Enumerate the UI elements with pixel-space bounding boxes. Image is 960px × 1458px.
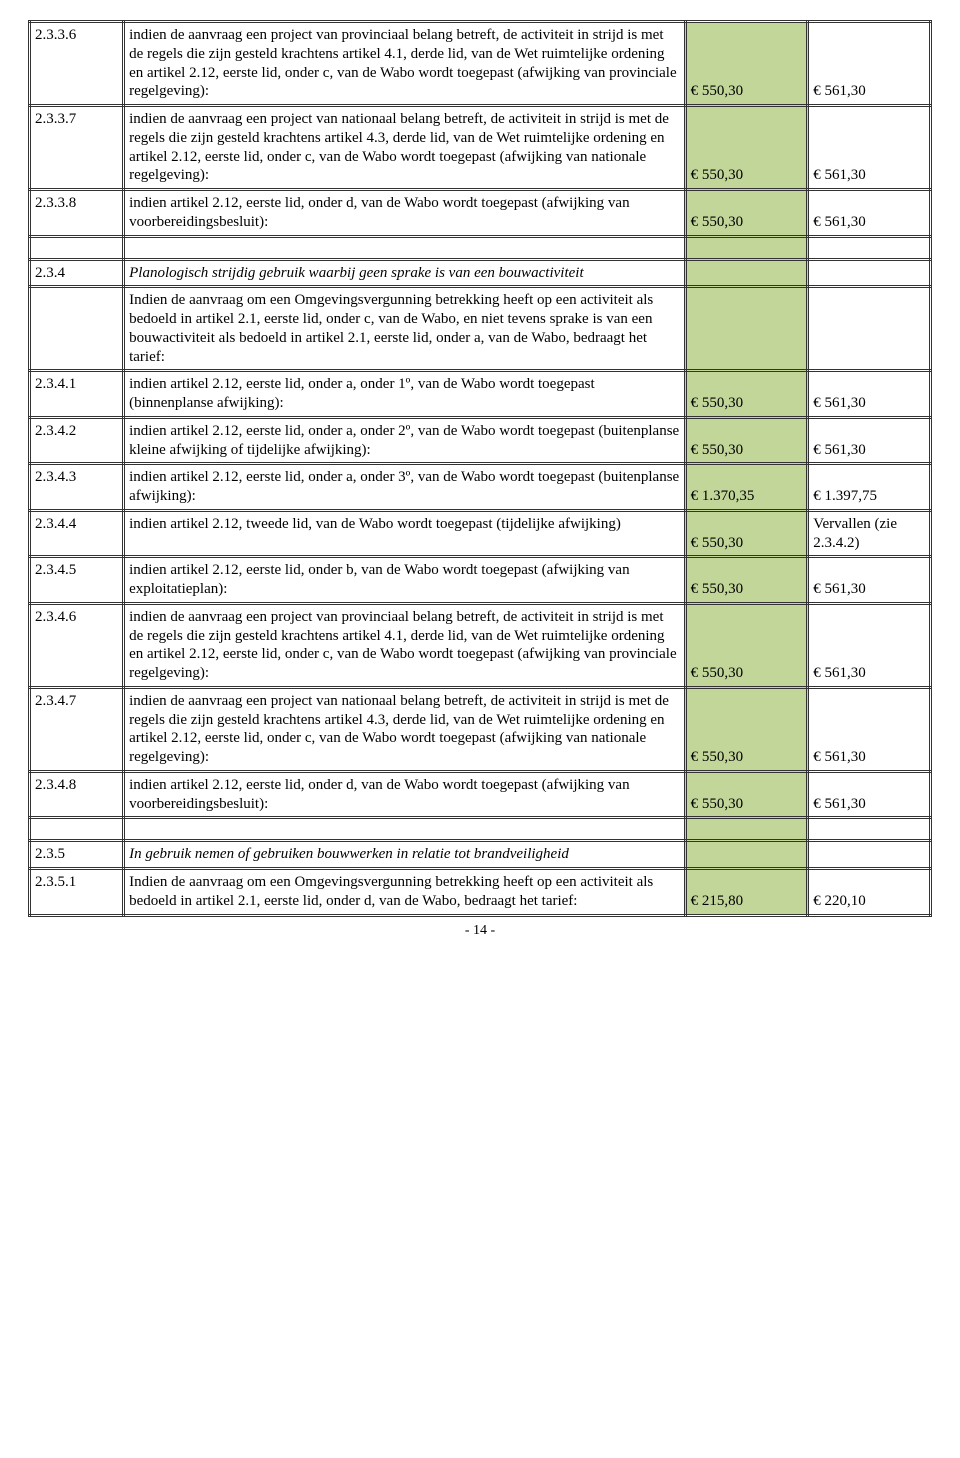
row-value-b: € 561,30 <box>808 371 931 418</box>
row-description: indien artikel 2.12, eerste lid, onder a… <box>124 371 686 418</box>
row-value-a: € 550,30 <box>685 557 808 604</box>
row-value-a: € 550,30 <box>685 106 808 190</box>
row-description: indien artikel 2.12, eerste lid, onder d… <box>124 771 686 818</box>
row-description: Planologisch strijdig gebruik waarbij ge… <box>124 259 686 287</box>
spacer-cell <box>30 818 124 841</box>
row-description: indien artikel 2.12, eerste lid, onder a… <box>124 464 686 511</box>
row-number: 2.3.4.6 <box>30 603 124 687</box>
row-value-a: € 1.370,35 <box>685 464 808 511</box>
row-number: 2.3.4 <box>30 259 124 287</box>
spacer-cell <box>124 236 686 259</box>
spacer-cell <box>124 818 686 841</box>
row-value-b <box>808 841 931 869</box>
row-number: 2.3.4.7 <box>30 687 124 771</box>
row-value-a: € 550,30 <box>685 417 808 464</box>
row-description: indien de aanvraag een project van provi… <box>124 603 686 687</box>
row-value-a: € 550,30 <box>685 190 808 237</box>
page-footer: - 14 - <box>28 923 932 939</box>
row-value-a <box>685 841 808 869</box>
row-description: indien de aanvraag een project van natio… <box>124 106 686 190</box>
row-value-a: € 550,30 <box>685 371 808 418</box>
spacer-cell <box>30 236 124 259</box>
row-value-b: € 561,30 <box>808 557 931 604</box>
row-number <box>30 287 124 371</box>
row-value-b <box>808 259 931 287</box>
row-description: indien de aanvraag een project van provi… <box>124 22 686 106</box>
row-number: 2.3.4.8 <box>30 771 124 818</box>
tariff-table: 2.3.3.6indien de aanvraag een project va… <box>28 20 932 917</box>
row-number: 2.3.3.7 <box>30 106 124 190</box>
row-number: 2.3.5.1 <box>30 869 124 916</box>
row-description: indien artikel 2.12, eerste lid, onder b… <box>124 557 686 604</box>
row-description: Indien de aanvraag om een Omgevingsvergu… <box>124 869 686 916</box>
row-description: indien artikel 2.12, eerste lid, onder a… <box>124 417 686 464</box>
row-number: 2.3.4.3 <box>30 464 124 511</box>
row-value-b: € 561,30 <box>808 106 931 190</box>
row-value-a <box>685 287 808 371</box>
row-value-b: € 561,30 <box>808 190 931 237</box>
row-number: 2.3.5 <box>30 841 124 869</box>
row-value-b: € 561,30 <box>808 687 931 771</box>
spacer-cell <box>808 236 931 259</box>
row-value-a: € 550,30 <box>685 510 808 557</box>
row-value-a <box>685 259 808 287</box>
row-value-b: € 561,30 <box>808 22 931 106</box>
row-description: Indien de aanvraag om een Omgevingsvergu… <box>124 287 686 371</box>
row-description: indien artikel 2.12, tweede lid, van de … <box>124 510 686 557</box>
row-value-a: € 215,80 <box>685 869 808 916</box>
row-value-b <box>808 287 931 371</box>
row-value-b: € 220,10 <box>808 869 931 916</box>
row-value-a: € 550,30 <box>685 687 808 771</box>
row-number: 2.3.4.4 <box>30 510 124 557</box>
row-description: In gebruik nemen of gebruiken bouwwerken… <box>124 841 686 869</box>
row-value-a: € 550,30 <box>685 771 808 818</box>
row-value-b: Vervallen (zie 2.3.4.2) <box>808 510 931 557</box>
row-number: 2.3.4.2 <box>30 417 124 464</box>
row-number: 2.3.4.5 <box>30 557 124 604</box>
row-number: 2.3.3.6 <box>30 22 124 106</box>
row-number: 2.3.3.8 <box>30 190 124 237</box>
row-value-b: € 561,30 <box>808 417 931 464</box>
spacer-cell <box>685 818 808 841</box>
spacer-cell <box>808 818 931 841</box>
row-value-a: € 550,30 <box>685 22 808 106</box>
spacer-cell <box>685 236 808 259</box>
row-description: indien artikel 2.12, eerste lid, onder d… <box>124 190 686 237</box>
row-value-b: € 561,30 <box>808 603 931 687</box>
row-value-b: € 1.397,75 <box>808 464 931 511</box>
row-description: indien de aanvraag een project van natio… <box>124 687 686 771</box>
row-number: 2.3.4.1 <box>30 371 124 418</box>
row-value-b: € 561,30 <box>808 771 931 818</box>
row-value-a: € 550,30 <box>685 603 808 687</box>
